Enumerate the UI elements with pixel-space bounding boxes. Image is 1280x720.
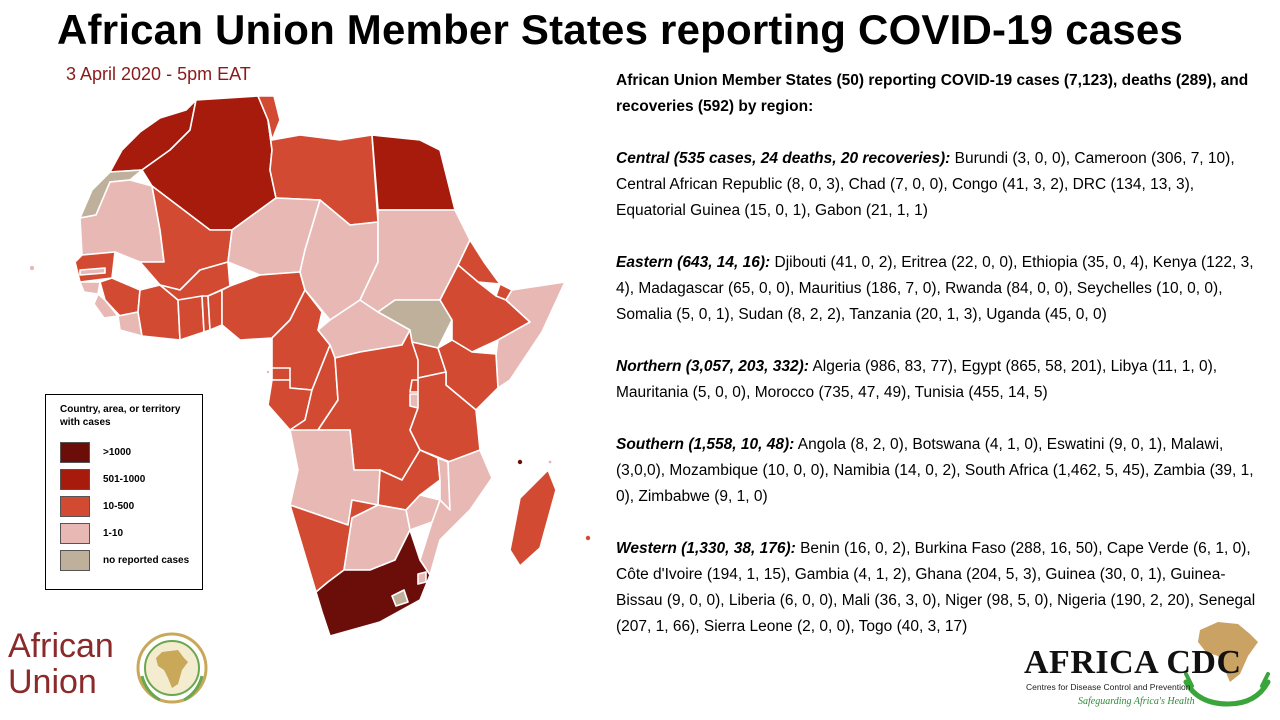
region-heading: Central (535 cases, 24 deaths, 20 recove…	[616, 150, 951, 167]
region-country-list: Benin (16, 0, 2), Burkina Faso (288, 16,…	[616, 540, 1256, 635]
legend-item: 10-500	[60, 493, 194, 520]
region-gambia	[79, 267, 106, 276]
region-benin	[207, 289, 223, 331]
legend-label: 1-10	[103, 528, 124, 539]
region-egypt	[371, 134, 456, 211]
legend-swatch	[60, 496, 90, 517]
region-mauritius	[584, 534, 592, 542]
region-paragraph-western: Western (1,330, 38, 176): Benin (16, 0, …	[616, 536, 1260, 640]
african-union-logo: African Union	[8, 628, 218, 708]
region-tunisia	[257, 95, 281, 141]
region-equatorial-guinea	[271, 367, 291, 381]
africa-map	[20, 90, 610, 650]
africa-map-svg	[28, 95, 592, 637]
map-legend: Country, area, or territory with cases >…	[45, 394, 203, 590]
region-heading: Northern (3,057, 203, 332):	[616, 358, 809, 375]
africa-cdc-subtitle: Centres for Disease Control and Preventi…	[1026, 682, 1191, 692]
region-eswatini	[417, 571, 427, 585]
region-country-list: Djibouti (41, 0, 2), Eritrea (22, 0, 0),…	[616, 254, 1254, 323]
region-madagascar	[509, 469, 557, 567]
legend-title: Country, area, or territory with cases	[60, 404, 181, 428]
region-ghana	[177, 295, 205, 341]
summary-text: African Union Member States (50) reporti…	[616, 72, 1249, 115]
region-senegal	[74, 251, 116, 283]
report-date: 3 April 2020 - 5pm EAT	[66, 64, 251, 84]
legend-swatch	[60, 550, 90, 571]
region-heading: Eastern (643, 14, 16):	[616, 254, 771, 271]
legend-label: 10-500	[103, 501, 135, 512]
region-south-africa	[315, 529, 431, 637]
legend-swatch	[60, 469, 90, 490]
region-seychelles	[546, 458, 553, 465]
region-country-list: Algeria (986, 83, 77), Egypt (865, 58, 2…	[616, 358, 1218, 401]
legend-item: 1-10	[60, 520, 194, 547]
region-paragraph-eastern: Eastern (643, 14, 16): Djibouti (41, 0, …	[616, 250, 1260, 328]
africa-hands-icon	[1183, 622, 1271, 707]
legend-label: no reported cases	[103, 555, 190, 566]
african-union-wordmark: African Union	[8, 628, 114, 700]
africa-cdc-wordmark: AFRICA CDC	[1024, 644, 1242, 681]
region-comoros	[516, 458, 524, 466]
case-summary-panel: African Union Member States (50) reporti…	[616, 68, 1260, 666]
legend-label: >1000	[103, 447, 132, 458]
region-heading: Southern (1,558, 10, 48):	[616, 436, 795, 453]
legend-label: 501-1000	[103, 474, 146, 485]
region-somalia	[495, 281, 566, 389]
legend-item: 501-1000	[60, 466, 194, 493]
legend-swatch	[60, 523, 90, 544]
legend-item: no reported cases	[60, 547, 194, 574]
au-wordmark-line1: African	[8, 627, 114, 665]
region-guinea-bissau	[79, 281, 101, 295]
africa-cdc-logo: AFRICA CDC Centres for Disease Control a…	[1018, 612, 1276, 716]
page-title: African Union Member States reporting CO…	[56, 6, 1184, 53]
legend-item: >1000	[60, 439, 194, 466]
region-sao-tome	[265, 369, 271, 375]
region-sierra-leone	[93, 293, 119, 319]
au-emblem-icon	[136, 632, 208, 704]
legend-swatch	[60, 442, 90, 463]
africa-cdc-tagline: Safeguarding Africa's Health	[1078, 696, 1195, 707]
region-south-sudan	[377, 299, 453, 349]
region-paragraph-northern: Northern (3,057, 203, 332): Algeria (986…	[616, 354, 1260, 406]
region-heading: Western (1,330, 38, 176):	[616, 540, 796, 557]
region-paragraph-central: Central (535 cases, 24 deaths, 20 recove…	[616, 146, 1260, 224]
region-country-list: Angola (8, 2, 0), Botswana (4, 1, 0), Es…	[616, 436, 1254, 505]
region-paragraph-southern: Southern (1,558, 10, 48): Angola (8, 2, …	[616, 432, 1260, 510]
region-lesotho	[391, 589, 409, 607]
region-cape-verde	[28, 264, 36, 272]
region-country-list: Burundi (3, 0, 0), Cameroon (306, 7, 10)…	[616, 150, 1235, 219]
au-wordmark-line2: Union	[8, 663, 97, 701]
